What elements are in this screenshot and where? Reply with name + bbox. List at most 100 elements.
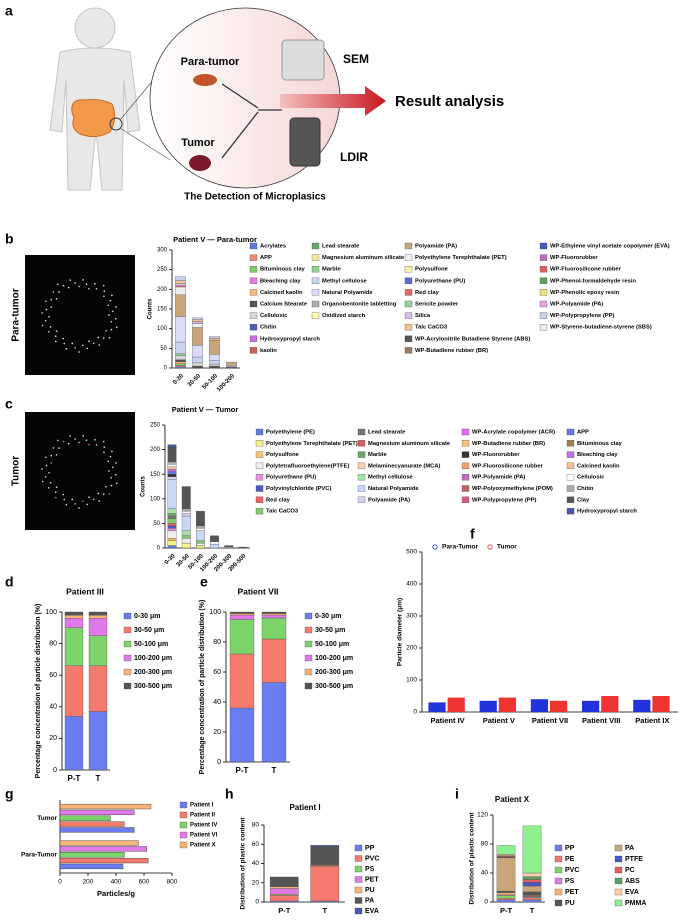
y-axis-label: Distribution of plastic content [469,812,476,905]
para-tumor-label: Para-tumor [181,56,240,68]
legend-label: PU [565,900,575,907]
panel-label: c [5,396,13,412]
y-tick-label: 250 [157,267,168,273]
legend-label: APP [260,255,272,261]
legend-label: Polyamide (PA) [368,497,410,503]
bar-segment [167,528,177,531]
legend-label: WP-Phenolic epoxy resin [550,290,620,296]
bar-segment [64,665,84,717]
legend-swatch [566,440,575,447]
bar-segment [167,515,177,519]
particle-dot [55,330,58,332]
bar-segment [175,363,186,366]
bar-segment [229,707,255,763]
y-tick-label: 50 [160,346,167,352]
legend-swatch [255,474,264,481]
particle-dot [105,486,107,488]
bar-segment [175,361,186,364]
particle-dot [58,447,60,449]
legend-label: WP-Acrylate copolymer (ACR) [472,430,555,436]
bar-segment [192,356,203,364]
bar-segment [310,846,340,866]
legend-label: WP-Polyamide (PA) [550,302,603,308]
particle-dot [78,441,80,444]
bar-segment [496,895,516,899]
bar [59,821,125,827]
bar-segment [209,336,220,339]
bar-segment [175,341,186,354]
y-tick-label: 200 [150,447,161,453]
legend-label: EVA [625,889,639,896]
bar-segment [522,876,542,880]
result-label: Result analysis [395,93,504,110]
particle-dot [103,451,105,453]
bar [59,827,135,833]
x-tick-label: 200 [83,879,94,886]
bar [428,702,446,712]
bar-segment [269,886,299,889]
y-tick-label: 300 [406,613,417,620]
legend-swatch [614,877,623,885]
ldir-label: LDIR [340,150,368,164]
bar-segment [226,365,237,367]
legend-label: Lead stearate [368,430,406,436]
particle-dot [110,484,113,487]
legend-label: PE [565,856,575,863]
legend-swatch [461,462,470,470]
legend-swatch [566,496,575,503]
particle-dot [103,440,105,443]
focus-circle [109,117,123,131]
legend-label: Cellulosic [260,313,288,319]
particle-dot [71,342,73,345]
particle-dot [107,460,109,463]
bar-segment [167,523,177,527]
y-tick-label: 80 [252,822,260,829]
legend-swatch [614,899,623,907]
bar-segment [196,528,205,531]
legend-swatch [311,300,320,308]
bar-segment [181,538,191,544]
legend-label: Methyl cellulose [368,475,414,481]
legend-label: Silica [415,313,431,319]
y-tick-label: 80 [481,841,489,848]
particle-dot [45,308,48,311]
legend-swatch [404,289,413,296]
legend-label: WP-Styrene-butadiene-styrene (SBS) [550,325,652,331]
legend-swatch [539,254,548,261]
legend-label: WP-Polyoxymethylene (POM) [472,486,553,492]
particle-dot [88,340,90,342]
bar-segment [167,525,177,529]
legend-label: Polyamide (PA) [415,244,457,250]
y-tick-label: 0 [484,899,488,906]
particle-dot [41,324,44,327]
caption: The Detection of Microplasics [184,192,326,203]
legend-swatch [249,300,258,308]
legend-label: 300-500 μm [134,683,172,690]
legend-swatch [357,462,366,470]
legend-swatch [249,266,258,273]
chart-title: Patient VII [237,586,278,596]
chart-title: Patient I [289,803,320,812]
bar-segment [522,891,542,896]
bar-segment [192,365,203,369]
particle-dot [55,335,57,337]
legend-label: Hydroxypropyl starch [577,509,637,515]
particle-dot [45,300,47,303]
x-tick-label: Patient IV [431,716,465,725]
particle-dot [65,348,68,350]
particle-dot [82,344,84,346]
bar-segment [522,899,542,903]
particle-dot [74,438,76,440]
particle-dot [85,283,88,285]
legend-label: Bituminous clay [260,267,306,273]
bar-segment [269,876,299,887]
particle-dot [69,279,71,281]
legend-label: Polyethylene Terephthalate (PET) [266,441,358,447]
panel-label: f [470,526,475,542]
y-tick-label: 0 [53,767,57,774]
y-axis-label: Counts [141,476,147,497]
legend-swatch [539,289,548,296]
x-tick-label: 800 [167,879,178,886]
particle-dot [103,295,105,297]
